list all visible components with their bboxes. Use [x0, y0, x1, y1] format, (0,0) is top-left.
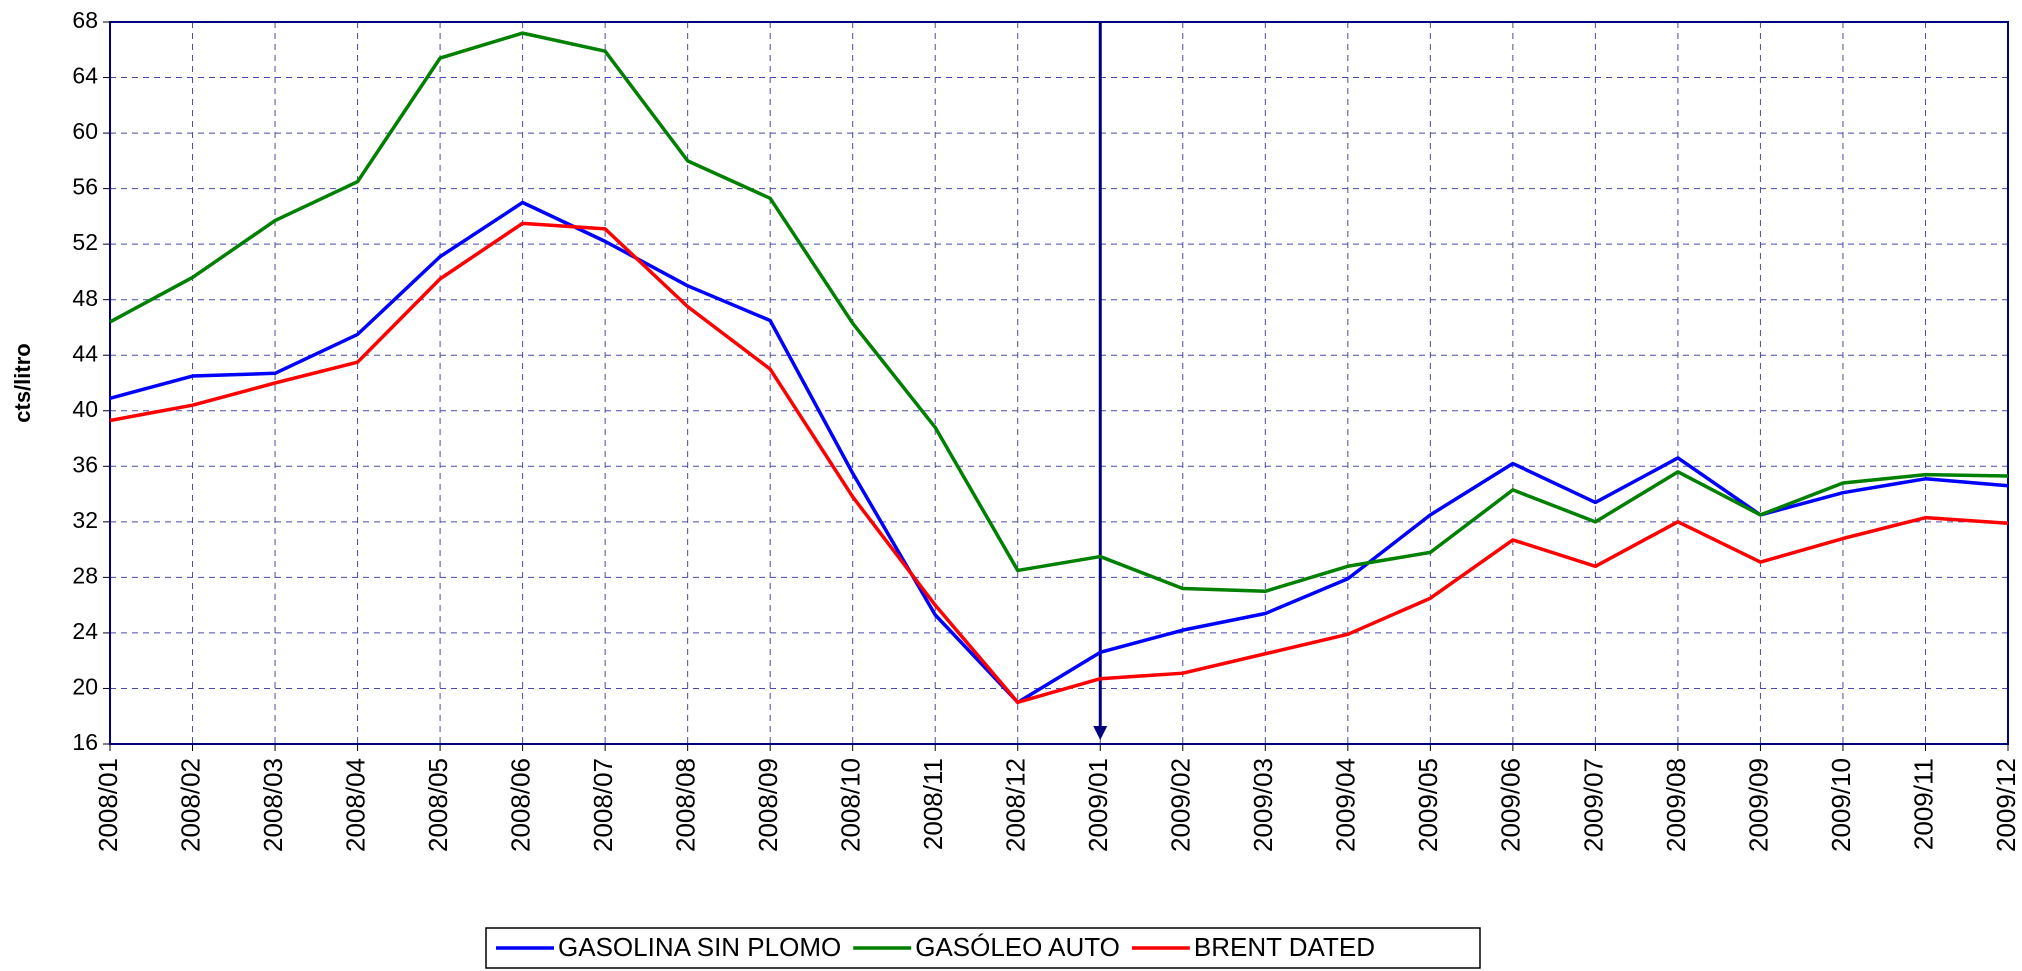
y-tick-label: 52 — [72, 229, 98, 255]
x-tick-label: 2009/09 — [1743, 758, 1773, 852]
series-line — [109, 31, 2009, 594]
y-tick-label: 24 — [72, 618, 98, 644]
x-tick-label: 2009/03 — [1248, 758, 1278, 852]
plot-border — [109, 21, 2009, 745]
marker-arrow — [1093, 726, 1108, 740]
y-tick-label: 56 — [72, 174, 98, 200]
series-line — [109, 200, 2009, 705]
x-tick-label: 2008/06 — [505, 758, 535, 852]
y-tick-label: 64 — [72, 63, 98, 89]
y-tick-label: 36 — [72, 451, 98, 477]
y-tick-label: 40 — [72, 396, 98, 422]
legend-label: GASÓLEO AUTO — [915, 932, 1120, 962]
x-tick-label: 2009/06 — [1496, 758, 1526, 852]
y-tick-label: 32 — [72, 507, 98, 533]
x-tick-label: 2009/11 — [1908, 758, 1938, 850]
x-tick-label: 2008/02 — [175, 758, 205, 852]
y-tick-label: 16 — [72, 729, 98, 755]
x-tick-label: 2008/09 — [753, 758, 783, 852]
x-tick-label: 2008/10 — [836, 758, 866, 852]
legend-label: GASOLINA SIN PLOMO — [558, 932, 841, 962]
x-tick-label: 2008/12 — [1001, 758, 1031, 852]
y-tick-label: 44 — [72, 340, 98, 366]
y-tick-label: 60 — [72, 118, 98, 144]
x-tick-label: 2008/03 — [258, 758, 288, 852]
x-tick-label: 2008/11 — [918, 758, 948, 850]
x-tick-label: 2008/05 — [423, 758, 453, 852]
legend-label: BRENT DATED — [1194, 932, 1375, 962]
x-tick-label: 2009/10 — [1826, 758, 1856, 852]
x-tick-label: 2008/04 — [340, 758, 370, 852]
x-tick-label: 2009/01 — [1083, 758, 1113, 852]
legend: GASOLINA SIN PLOMO GASÓLEO AUTO BRENT DATE… — [485, 927, 1481, 969]
x-tick-label: 2009/12 — [1991, 758, 2021, 852]
x-tick-label: 2009/08 — [1661, 758, 1691, 852]
x-tick-label: 2009/04 — [1331, 758, 1361, 852]
y-tick-label: 28 — [72, 562, 98, 588]
y-axis-label: cts/litro — [10, 343, 35, 422]
x-tick-label: 2009/02 — [1166, 758, 1196, 852]
y-tick-label: 68 — [72, 7, 98, 33]
series-line — [109, 221, 2009, 705]
x-tick-label: 2008/01 — [93, 758, 123, 852]
legend-box — [485, 927, 1481, 969]
y-tick-label: 48 — [72, 285, 98, 311]
x-tick-label: 2008/08 — [671, 758, 701, 852]
x-tick-label: 2009/05 — [1413, 758, 1443, 852]
y-tick-label: 20 — [72, 674, 98, 700]
x-tick-label: 2009/07 — [1578, 758, 1608, 852]
x-tick-label: 2008/07 — [588, 758, 618, 852]
